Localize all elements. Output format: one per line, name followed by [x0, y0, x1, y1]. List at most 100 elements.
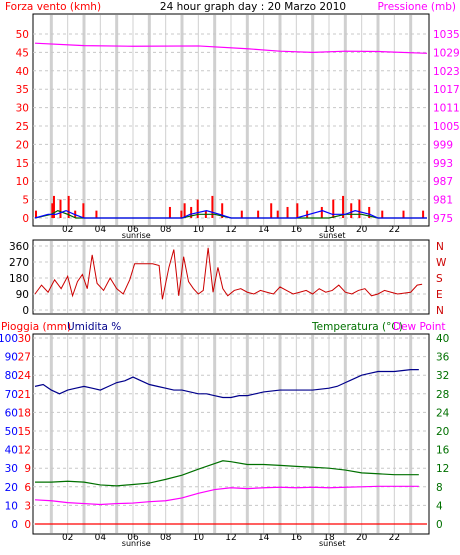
humidity-tick-label: 50: [5, 426, 18, 438]
wind-bar: [59, 199, 62, 218]
wind-bar: [180, 210, 183, 218]
pressure-tick-label: 975: [433, 213, 453, 225]
pressure-tick-label: 981: [433, 195, 453, 207]
wind-bar: [67, 195, 70, 218]
wind-bar: [211, 195, 214, 218]
panel3-temp-label: Temperatura (°C): [311, 321, 403, 333]
hour-tick-label: 06: [127, 533, 139, 543]
wind-bar: [358, 199, 361, 218]
rain-tick-label: 27: [18, 352, 31, 364]
wind-bar: [381, 210, 384, 218]
wind-bar: [221, 203, 224, 218]
hour-tick-label: 08: [160, 533, 172, 543]
wind-bar: [422, 210, 425, 218]
wind-tick-label: 30: [16, 103, 29, 115]
direction-tick-label: 180: [9, 273, 29, 285]
hour-tick-label: 16: [291, 533, 303, 543]
rain-tick-label: 3: [24, 500, 31, 512]
wind-bar: [240, 210, 243, 218]
wind-bar: [286, 206, 289, 218]
direction-tick-label: 270: [9, 257, 29, 269]
dewpoint-line: [34, 485, 419, 506]
rain-tick-label: 21: [18, 389, 31, 401]
wind-bar: [276, 210, 279, 218]
wind-tick-label: 15: [16, 158, 29, 170]
panel3-rain-label: Pioggia (mm): [1, 321, 71, 333]
hour-tick-label: 18: [323, 225, 335, 235]
wind-bar: [190, 206, 193, 218]
wind-bar: [368, 206, 371, 218]
sunset-label: sunset: [319, 231, 346, 240]
pressure-tick-label: 1035: [433, 29, 460, 41]
rain-tick-label: 0: [24, 519, 31, 531]
temp-tick-label: 16: [436, 445, 450, 457]
temperature-line: [35, 460, 419, 487]
hour-tick-label: 12: [225, 225, 236, 235]
hour-tick-label: 12: [225, 533, 236, 543]
temp-tick-label: 12: [436, 463, 449, 475]
hour-tick-label: 14: [258, 533, 270, 543]
humidity-line: [34, 369, 419, 399]
direction-tick-label: 0: [22, 305, 29, 317]
hour-tick-label: 02: [62, 533, 73, 543]
panel3-humidity-label: Umidita %: [67, 321, 121, 333]
gust-line: [34, 209, 427, 219]
hour-tick-label: 22: [389, 225, 400, 235]
rain-tick-label: 18: [18, 407, 31, 419]
wind-bar: [332, 199, 335, 218]
humidity-tick-label: 0: [11, 519, 18, 531]
humidity-tick-label: 40: [5, 445, 18, 457]
rain-tick-label: 30: [18, 333, 31, 345]
temp-tick-label: 36: [436, 352, 450, 364]
sunset-label: sunset: [319, 539, 346, 548]
wind-tick-label: 5: [22, 195, 29, 207]
wind-tick-label: 50: [16, 29, 29, 41]
wind-tick-label: 40: [16, 66, 29, 78]
wind-bar: [82, 203, 85, 218]
pressure-tick-label: 999: [433, 139, 453, 151]
compass-tick-label: N: [436, 241, 444, 253]
panel3-dew-label: Dew Point: [393, 321, 446, 333]
humidity-tick-label: 100: [0, 333, 18, 345]
panel1-title: 24 hour graph day : 20 Marzo 2010: [160, 1, 346, 13]
hour-tick-label: 16: [291, 225, 303, 235]
wind-tick-label: 45: [16, 47, 29, 59]
wind-bar: [320, 206, 323, 218]
wind-bar: [306, 210, 309, 218]
wind-tick-label: 35: [16, 84, 29, 96]
temp-tick-label: 8: [436, 482, 443, 494]
wind-bar: [296, 203, 299, 218]
hour-tick-label: 14: [258, 225, 270, 235]
wind-tick-label: 20: [16, 139, 29, 151]
temp-tick-label: 4: [436, 500, 443, 512]
compass-tick-label: W: [436, 257, 447, 269]
avg-line: [34, 209, 427, 219]
sunrise-label: sunrise: [122, 231, 151, 240]
hour-tick-label: 10: [193, 533, 205, 543]
humidity-tick-label: 30: [5, 463, 18, 475]
hour-tick-label: 06: [127, 225, 139, 235]
hour-tick-label: 02: [62, 225, 73, 235]
rain-tick-label: 12: [18, 445, 31, 457]
wind-bar: [270, 203, 273, 218]
wind-bar: [402, 210, 405, 218]
wind-bar: [95, 210, 98, 218]
wind-tick-label: 0: [22, 213, 29, 225]
pressure-tick-label: 987: [433, 176, 453, 188]
pressure-tick-label: 1011: [433, 103, 460, 115]
temp-tick-label: 24: [436, 407, 450, 419]
hour-tick-label: 20: [356, 225, 368, 235]
wind-tick-label: 10: [16, 176, 29, 188]
pressure-tick-label: 1029: [433, 47, 460, 59]
temp-tick-label: 0: [436, 519, 443, 531]
temp-tick-label: 28: [436, 389, 449, 401]
wind-bar: [257, 210, 260, 218]
wind-bar: [342, 195, 345, 218]
wind-tick-label: 25: [16, 121, 29, 133]
wind-bar: [35, 210, 37, 218]
temp-tick-label: 32: [436, 370, 449, 382]
temp-tick-label: 20: [436, 426, 449, 438]
humidity-tick-label: 10: [5, 500, 18, 512]
pressure-tick-label: 1005: [433, 121, 460, 133]
